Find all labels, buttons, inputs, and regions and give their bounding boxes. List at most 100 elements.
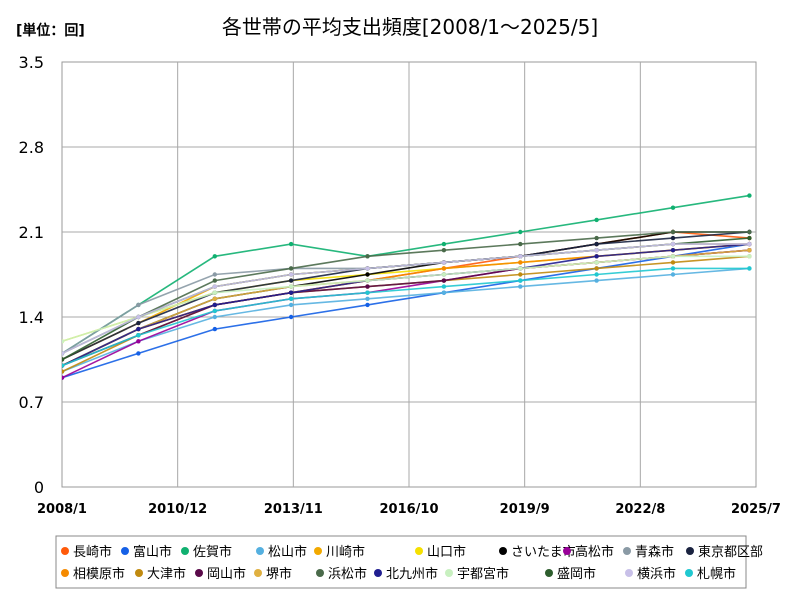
unit-label: [単位：回]: [16, 22, 85, 39]
series-line: [62, 267, 750, 373]
data-point: [212, 302, 217, 308]
data-point: [747, 266, 752, 271]
series-line: [62, 243, 750, 379]
data-point: [212, 314, 217, 320]
data-point: [670, 260, 676, 265]
legend-label: 富山市: [133, 544, 172, 560]
legend-label: 浜松市: [328, 566, 367, 582]
data-point: [518, 272, 523, 277]
data-point: [518, 241, 523, 247]
data-point: [288, 272, 294, 277]
legend-item: 東京都区部: [686, 544, 763, 560]
legend-swatch: [685, 569, 693, 577]
series-19: [62, 241, 752, 356]
data-point: [747, 229, 752, 235]
x-tick-label: 2010/12: [148, 502, 207, 517]
data-point: [747, 248, 752, 253]
legend-label: 盛岡市: [557, 566, 596, 582]
y-tick-label: 3.5: [19, 53, 44, 72]
data-point: [594, 235, 599, 241]
legend-swatch: [625, 569, 633, 577]
data-point: [594, 266, 599, 271]
y-tick-label: 0.7: [19, 393, 44, 412]
x-tick-label: 2022/8: [615, 502, 665, 517]
data-point: [518, 260, 523, 265]
legend-label: 佐賀市: [193, 544, 232, 560]
legend-item: 盛岡市: [545, 566, 596, 582]
legend-item: 堺市: [254, 566, 292, 582]
data-point: [441, 266, 447, 271]
data-point: [212, 296, 217, 301]
data-point: [441, 248, 447, 253]
series-line: [62, 243, 750, 355]
legend-swatch: [254, 569, 262, 577]
data-point: [136, 320, 141, 326]
y-tick-label: 1.4: [19, 308, 44, 327]
legend-item: 富山市: [121, 544, 172, 560]
data-point: [62, 363, 65, 368]
data-point: [518, 278, 523, 283]
legend-label: 札幌市: [697, 566, 736, 582]
legend-item: 浜松市: [316, 566, 367, 582]
data-point: [594, 241, 599, 247]
legend-item: 北九州市: [374, 566, 438, 582]
legend-item: 高松市: [563, 544, 614, 560]
series-15: [62, 229, 752, 356]
legend-swatch: [195, 569, 203, 577]
legend-label: 高松市: [575, 544, 614, 560]
data-point: [670, 272, 676, 277]
data-point: [62, 351, 65, 356]
data-point: [288, 266, 294, 271]
data-point: [212, 272, 217, 277]
data-point: [365, 272, 370, 277]
data-point: [212, 326, 217, 332]
legend-item: 松山市: [256, 544, 307, 560]
legend-swatch: [415, 547, 423, 555]
data-point: [62, 339, 65, 344]
legend-label: 青森市: [635, 544, 674, 560]
data-point: [136, 326, 141, 332]
legend-swatch: [374, 569, 382, 577]
data-point: [441, 241, 447, 247]
legend-label: 堺市: [266, 566, 292, 582]
legend-swatch: [499, 547, 507, 555]
legend-label: 山口市: [427, 544, 466, 560]
legend-label: 川崎市: [326, 544, 365, 560]
legend-label: 宇都宮市: [457, 566, 509, 582]
legend-label: 岡山市: [207, 566, 246, 582]
data-point: [365, 254, 370, 259]
series-line: [62, 194, 750, 355]
series-line: [62, 267, 750, 367]
data-point: [441, 284, 447, 289]
legend-label: 松山市: [268, 544, 307, 560]
data-point: [365, 278, 370, 283]
data-point: [365, 290, 370, 295]
legend-label: 横浜市: [637, 566, 676, 582]
data-point: [62, 375, 65, 380]
x-tick-label: 2013/11: [264, 502, 323, 517]
legend-item: 山口市: [415, 544, 466, 560]
data-point: [670, 235, 676, 241]
legend-item: さいたま市: [499, 544, 576, 560]
legend-item: 青森市: [623, 544, 674, 560]
data-point: [212, 290, 217, 295]
data-point: [136, 302, 141, 308]
series-20: [62, 266, 752, 368]
data-point: [62, 357, 65, 362]
data-point: [594, 278, 599, 283]
data-point: [136, 339, 141, 344]
legend-item: 川崎市: [314, 544, 365, 560]
legend-label: 北九州市: [386, 566, 438, 582]
legend-swatch: [623, 547, 631, 555]
legend-swatch: [61, 569, 69, 577]
data-point: [747, 235, 752, 241]
data-point: [747, 241, 752, 247]
legend-label: 大津市: [147, 566, 186, 582]
data-point: [518, 266, 523, 271]
data-point: [518, 229, 523, 235]
data-point: [670, 248, 676, 253]
data-point: [594, 217, 599, 223]
x-tick-label: 2016/10: [379, 502, 438, 517]
legend-swatch: [686, 547, 694, 555]
legend-item: 札幌市: [685, 566, 736, 582]
